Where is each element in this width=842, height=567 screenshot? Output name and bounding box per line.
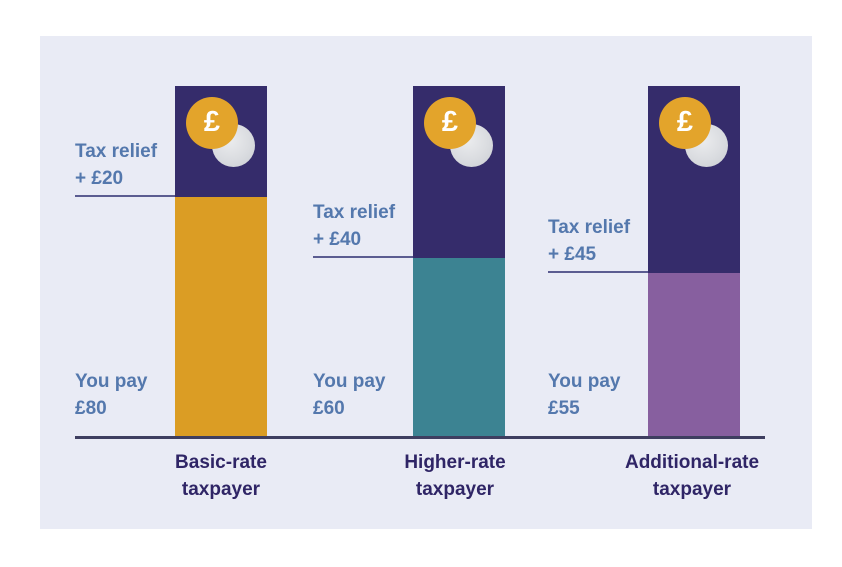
pound-sign: £ xyxy=(676,105,694,138)
you-pay-text: You pay xyxy=(548,371,621,392)
tax-relief-text: Tax relief xyxy=(548,217,631,238)
category-text: Basic-rate xyxy=(175,452,267,473)
you-pay-text: You pay xyxy=(313,371,386,392)
bar-segment-you-pay xyxy=(175,197,267,437)
tax-relief-amount: + £45 xyxy=(548,244,597,265)
tax-relief-label: Tax relief + £45 xyxy=(548,214,648,273)
tax-relief-label: Tax relief + £40 xyxy=(313,199,413,258)
category-text: Additional-rate xyxy=(624,452,760,473)
pound-coin-icon: £ xyxy=(424,97,476,149)
tax-relief-text: Tax relief xyxy=(313,202,396,223)
you-pay-amount: £60 xyxy=(313,398,345,419)
category-text: Higher-rate xyxy=(404,452,506,473)
you-pay-label: You pay £60 xyxy=(313,368,386,422)
category-text: taxpayer xyxy=(415,479,495,500)
category-label-higher-rate: Higher-rate taxpayer xyxy=(335,449,575,503)
you-pay-amount: £55 xyxy=(548,398,580,419)
bar-segment-you-pay xyxy=(648,273,740,437)
bar-group-higher-rate: Tax relief + £40 You pay £60 £ xyxy=(313,86,505,437)
you-pay-amount: £80 xyxy=(75,398,107,419)
pound-coin-icon: £ xyxy=(659,97,711,149)
pound-coin-icon: £ xyxy=(186,97,238,149)
you-pay-label: You pay £80 xyxy=(75,368,148,422)
stacked-bar: £ xyxy=(413,86,505,437)
bar-segment-you-pay xyxy=(413,258,505,437)
tax-relief-label: Tax relief + £20 xyxy=(75,138,175,197)
tax-relief-amount: + £40 xyxy=(313,229,362,250)
category-label-basic-rate: Basic-rate taxpayer xyxy=(101,449,341,503)
chart-card: Tax relief + £20 You pay £80 £ Tax relie… xyxy=(40,36,812,529)
axis-baseline xyxy=(75,436,765,439)
bar-group-basic-rate: Tax relief + £20 You pay £80 £ xyxy=(75,86,267,437)
tax-relief-amount: + £20 xyxy=(75,168,124,189)
stacked-bar: £ xyxy=(175,86,267,437)
bar-group-additional-rate: Tax relief + £45 You pay £55 £ xyxy=(548,86,740,437)
stacked-bar: £ xyxy=(648,86,740,437)
category-text: taxpayer xyxy=(652,479,732,500)
category-text: taxpayer xyxy=(181,479,261,500)
you-pay-text: You pay xyxy=(75,371,148,392)
category-label-additional-rate: Additional-rate taxpayer xyxy=(572,449,812,503)
pound-sign: £ xyxy=(441,105,459,138)
tax-relief-text: Tax relief xyxy=(75,141,158,162)
pound-sign: £ xyxy=(203,105,221,138)
you-pay-label: You pay £55 xyxy=(548,368,621,422)
